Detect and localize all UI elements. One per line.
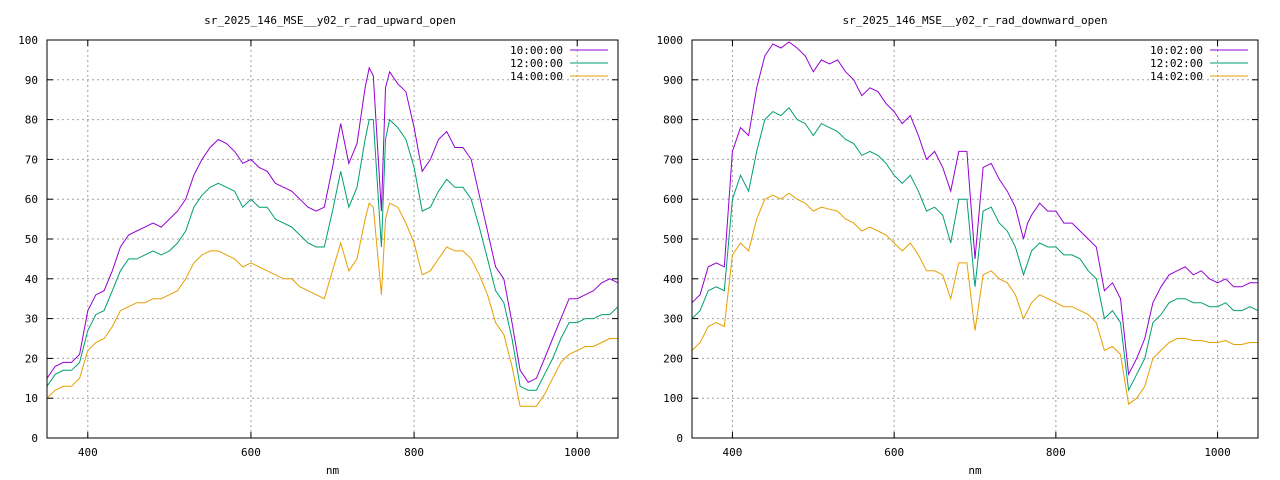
y-tick-label: 70 bbox=[25, 153, 38, 166]
x-tick-label: 400 bbox=[722, 446, 742, 459]
chart-2: sr_2025_146_MSE__y02_r_rad_downward_open… bbox=[657, 14, 1259, 477]
x-tick-label: 600 bbox=[884, 446, 904, 459]
x-axis-label: nm bbox=[326, 464, 340, 477]
y-tick-label: 0 bbox=[676, 432, 683, 445]
y-tick-label: 20 bbox=[25, 352, 38, 365]
chart-1: sr_2025_146_MSE__y02_r_rad_upward_open 0 1… bbox=[18, 14, 619, 477]
plot-frame bbox=[691, 39, 1259, 439]
y-tick-label: 10 bbox=[25, 392, 38, 405]
y-tick-label: 40 bbox=[25, 273, 38, 286]
y-tick-label: 80 bbox=[25, 114, 38, 127]
y-tick-label: 1000 bbox=[657, 34, 684, 47]
x-tick-label: 600 bbox=[241, 446, 261, 459]
legend-label: 14:00:00 bbox=[510, 70, 563, 83]
y-tick-label: 30 bbox=[25, 313, 38, 326]
series-line-10-00-00 bbox=[46, 66, 619, 383]
series-line-14-00-00 bbox=[46, 202, 618, 407]
chart-title: sr_2025_146_MSE__y02_r_rad_downward_open bbox=[843, 14, 1108, 27]
y-tick-label: 60 bbox=[25, 193, 38, 206]
y-tick-label: 700 bbox=[663, 153, 683, 166]
x-tick-label: 400 bbox=[78, 446, 98, 459]
series-line-10-02-00 bbox=[691, 41, 1258, 377]
y-tick-label: 300 bbox=[663, 313, 683, 326]
y-tick-label: 900 bbox=[663, 74, 683, 87]
legend-label: 10:02:00 bbox=[1150, 44, 1203, 57]
legend-label: 12:02:00 bbox=[1150, 57, 1203, 70]
y-tick-label: 90 bbox=[25, 74, 38, 87]
x-tick-label: 1000 bbox=[564, 446, 591, 459]
legend-label: 14:02:00 bbox=[1150, 70, 1203, 83]
y-tick-label: 400 bbox=[663, 273, 683, 286]
y-tick-label: 50 bbox=[25, 233, 38, 246]
chart-title: sr_2025_146_MSE__y02_r_rad_upward_open bbox=[204, 14, 456, 27]
series-line-12-00-00 bbox=[46, 118, 619, 391]
series-line-14-02-00 bbox=[691, 192, 1258, 406]
y-tick-label: 0 bbox=[31, 432, 38, 445]
x-tick-label: 800 bbox=[1046, 446, 1066, 459]
y-tick-label: 100 bbox=[663, 392, 683, 405]
x-axis-label: nm bbox=[968, 464, 982, 477]
x-tick-label: 1000 bbox=[1204, 446, 1231, 459]
legend-label: 10:00:00 bbox=[510, 44, 563, 57]
plot-frame bbox=[46, 39, 619, 439]
legend-label: 12:00:00 bbox=[510, 57, 563, 70]
y-tick-label: 600 bbox=[663, 193, 683, 206]
y-tick-label: 100 bbox=[18, 34, 38, 47]
y-tick-label: 500 bbox=[663, 233, 683, 246]
y-tick-label: 200 bbox=[663, 352, 683, 365]
y-tick-label: 800 bbox=[663, 114, 683, 127]
series-line-12-02-00 bbox=[691, 106, 1259, 392]
x-tick-label: 800 bbox=[404, 446, 424, 459]
